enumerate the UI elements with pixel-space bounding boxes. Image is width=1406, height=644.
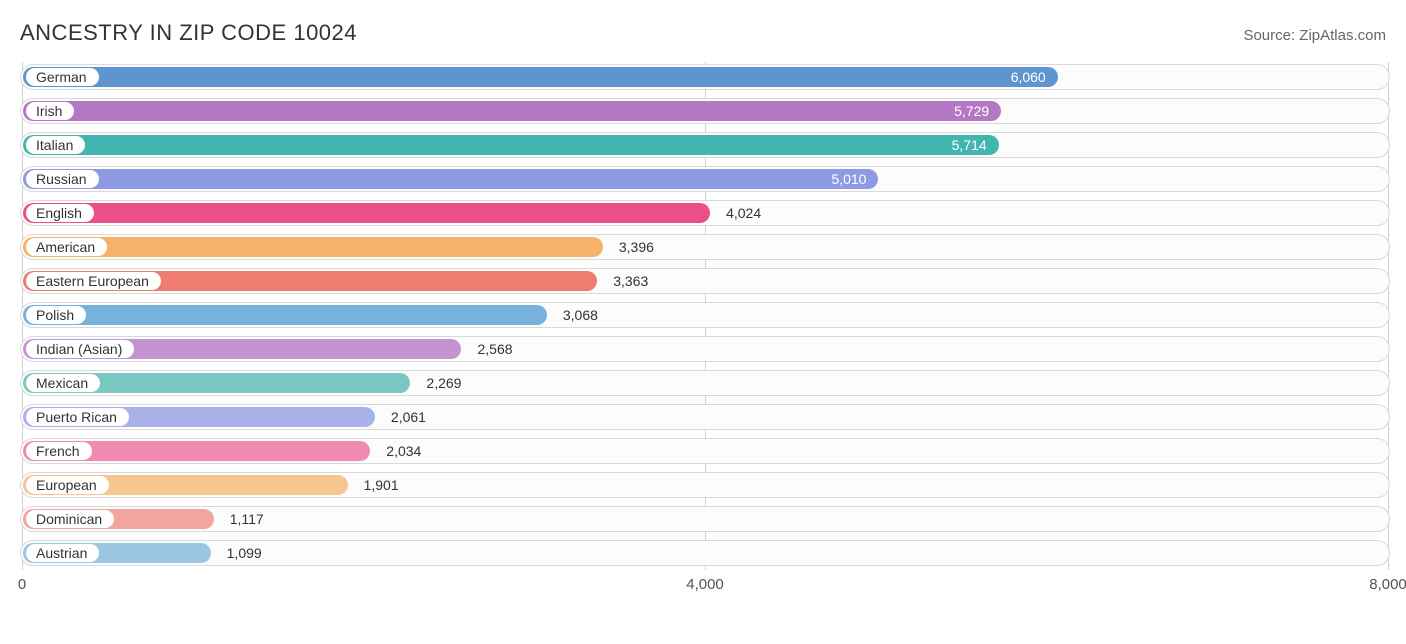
bar-fill: [23, 305, 547, 325]
bar-row: German6,060: [20, 64, 1390, 90]
bar-category-label: French: [26, 442, 92, 460]
bar-category-label: Polish: [26, 306, 86, 324]
bar-row: Polish 3,068: [20, 302, 1390, 328]
bar-row: French 2,034: [20, 438, 1390, 464]
bar-value-label: 2,034: [374, 439, 433, 463]
bar-value-label: 1,099: [215, 541, 274, 565]
bar-value-label: 2,061: [379, 405, 438, 429]
bar-value-label: 2,269: [414, 371, 473, 395]
bar-value-label: 5,729: [21, 99, 1001, 123]
bar-fill: [23, 203, 710, 223]
bar-category-label: American: [26, 238, 107, 256]
bar-category-label: Puerto Rican: [26, 408, 129, 426]
bar-value-label: 5,714: [21, 133, 999, 157]
axis-tick-label: 8,000: [1369, 576, 1406, 593]
bar-row: Puerto Rican 2,061: [20, 404, 1390, 430]
bar-row: Irish5,729: [20, 98, 1390, 124]
bar-value-label: 1,117: [218, 507, 276, 531]
ancestry-bar-chart: German6,060 Irish5,729 Italian5,714 Russian…: [20, 64, 1390, 598]
axis-tick-label: 4,000: [686, 576, 724, 593]
axis-tick-label: 0: [18, 576, 26, 593]
chart-source: Source: ZipAtlas.com: [1243, 27, 1386, 44]
bar-row: Austrian 1,099: [20, 540, 1390, 566]
bar-value-label: 2,568: [465, 337, 524, 361]
bar-value-label: 3,068: [551, 303, 610, 327]
bar-row: Eastern European 3,363: [20, 268, 1390, 294]
bar-category-label: Eastern European: [26, 272, 161, 290]
bar-row: American 3,396: [20, 234, 1390, 260]
bar-category-label: European: [26, 476, 109, 494]
bar-row: Russian5,010: [20, 166, 1390, 192]
bar-category-label: Austrian: [26, 544, 99, 562]
bar-category-label: English: [26, 204, 94, 222]
bars-container: German6,060 Irish5,729 Italian5,714 Russian…: [20, 64, 1390, 566]
bar-category-label: Indian (Asian): [26, 340, 134, 358]
bar-row: Mexican 2,269: [20, 370, 1390, 396]
bar-row: Indian (Asian) 2,568: [20, 336, 1390, 362]
bar-value-label: 3,363: [601, 269, 660, 293]
bar-fill: [23, 237, 603, 257]
bar-value-label: 6,060: [21, 65, 1058, 89]
x-axis: 04,0008,000: [20, 574, 1390, 598]
bar-value-label: 1,901: [352, 473, 411, 497]
chart-title: ANCESTRY IN ZIP CODE 10024: [20, 20, 357, 46]
bar-category-label: Dominican: [26, 510, 114, 528]
bar-row: European 1,901: [20, 472, 1390, 498]
bar-value-label: 3,396: [607, 235, 666, 259]
bar-row: English 4,024: [20, 200, 1390, 226]
bar-row: Dominican 1,117: [20, 506, 1390, 532]
bar-category-label: Mexican: [26, 374, 100, 392]
chart-header: ANCESTRY IN ZIP CODE 10024 Source: ZipAt…: [20, 20, 1386, 46]
bar-value-label: 5,010: [21, 167, 878, 191]
bar-value-label: 4,024: [714, 201, 773, 225]
bar-row: Italian5,714: [20, 132, 1390, 158]
